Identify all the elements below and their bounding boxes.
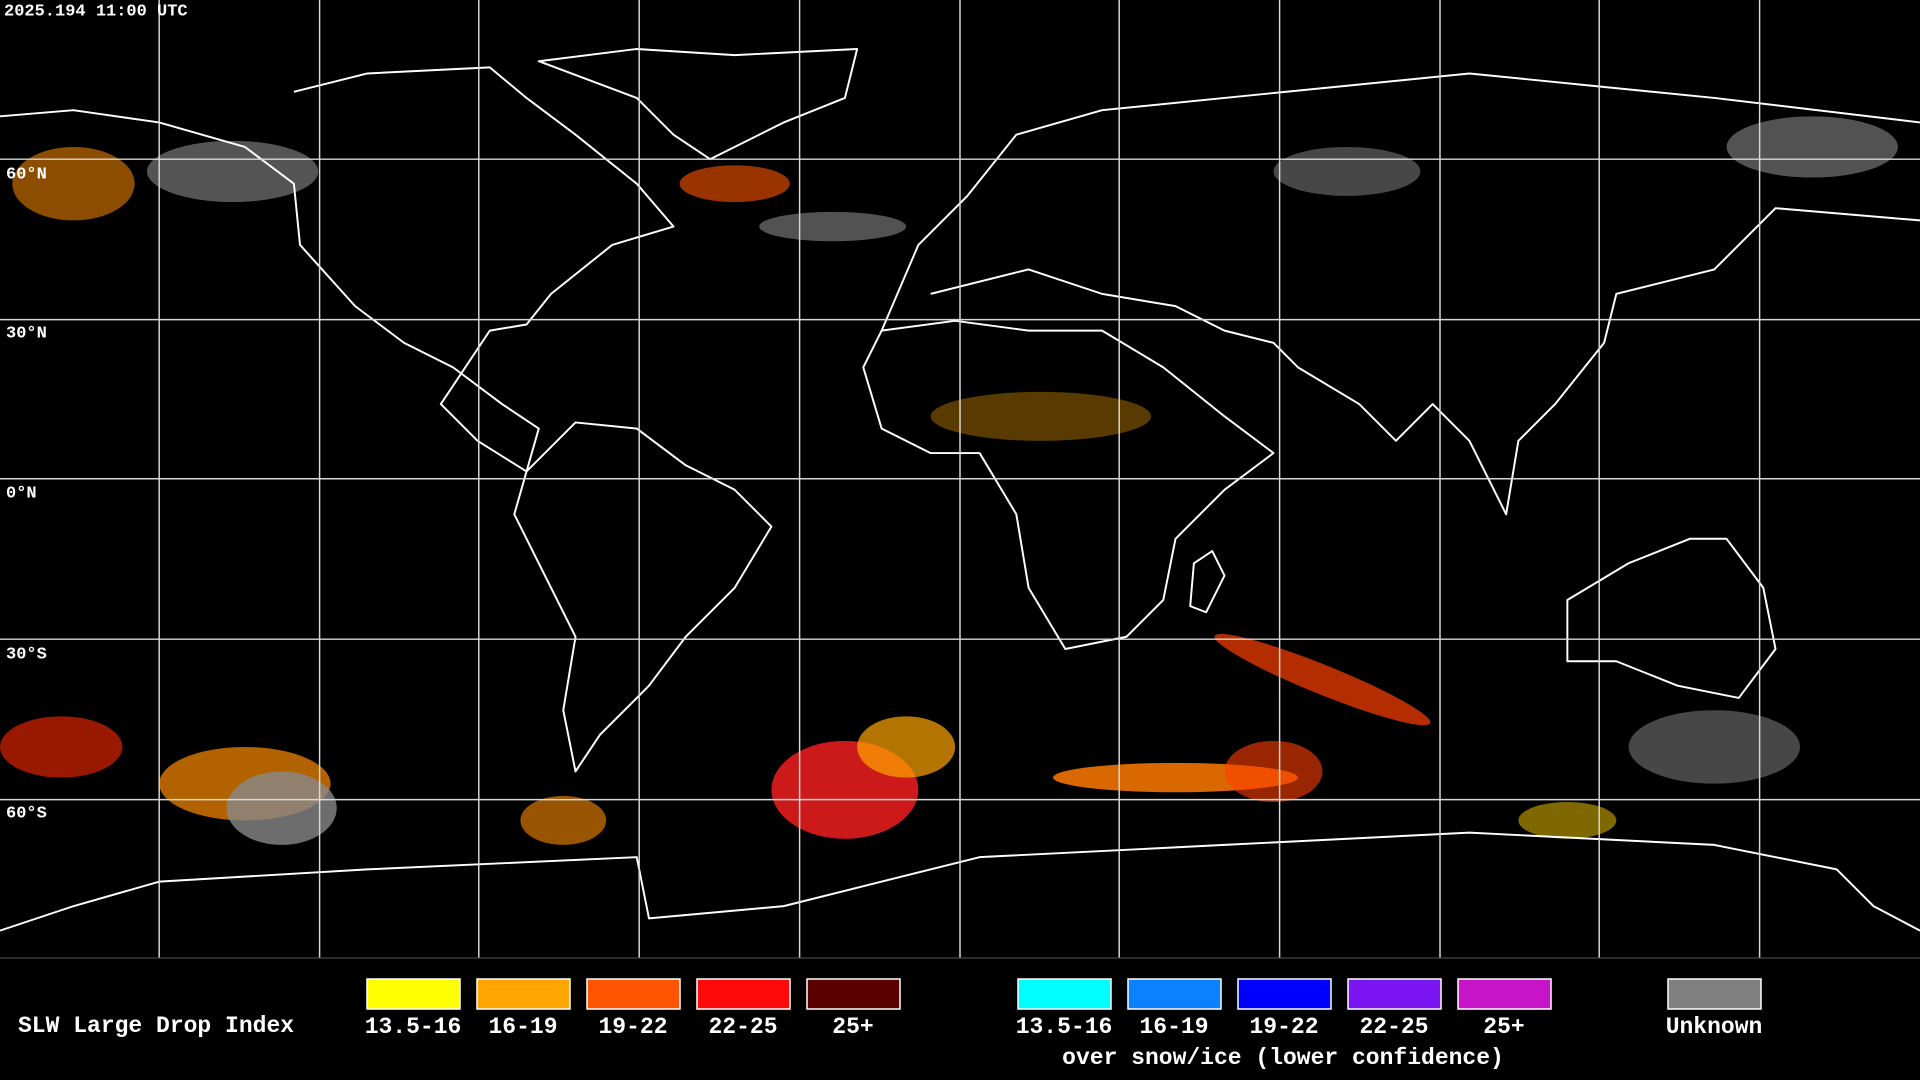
legend-label: 19-22: [598, 1014, 667, 1040]
legend-swatch: [806, 978, 901, 1010]
coastline: [0, 831, 1920, 932]
latitude-label: 30°N: [6, 324, 47, 343]
unknown-area: [1726, 116, 1898, 178]
slw-area: [0, 716, 123, 778]
legend-title: SLW Large Drop Index: [18, 1013, 294, 1039]
coastline: [513, 421, 773, 773]
legend-label: 16-19: [1139, 1014, 1208, 1040]
latitude-label: 60°N: [6, 165, 47, 184]
legend-swatch: [586, 978, 681, 1010]
legend-label: 22-25: [1359, 1014, 1428, 1040]
legend-swatch: [1667, 978, 1762, 1010]
legend-caption: over snow/ice (lower confidence): [1062, 1045, 1504, 1071]
legend-swatch: [1457, 978, 1552, 1010]
latitude-label: 30°S: [6, 645, 47, 664]
slw-area: [1214, 633, 1431, 726]
legend-label: 25+: [1483, 1014, 1524, 1040]
legend-label: 25+: [832, 1014, 873, 1040]
graticule: [0, 0, 1920, 958]
latitude-label: 60°S: [6, 804, 47, 823]
latitude-label: 0°N: [6, 484, 37, 503]
legend-swatch: [696, 978, 791, 1010]
legend-label: 19-22: [1249, 1014, 1318, 1040]
legend-swatch: [476, 978, 571, 1010]
legend-label: 16-19: [488, 1014, 557, 1040]
legend-swatch: [1017, 978, 1112, 1010]
slw-area: [679, 165, 790, 203]
legend-label: 13.5-16: [365, 1014, 462, 1040]
coastline: [1189, 550, 1226, 614]
slw-area: [1518, 802, 1617, 839]
legend-label: 22-25: [708, 1014, 777, 1040]
coastline: [0, 66, 675, 473]
timestamp: 2025.194 11:00 UTC: [4, 2, 188, 21]
legend-label: Unknown: [1666, 1014, 1763, 1040]
legend-swatch: [1237, 978, 1332, 1010]
slw-area: [12, 146, 135, 221]
unknown-area: [226, 771, 337, 845]
slw-area: [520, 795, 607, 845]
coastline: [1566, 537, 1777, 699]
coastline: [537, 48, 859, 161]
legend-label: 13.5-16: [1016, 1014, 1113, 1040]
unknown-area: [146, 140, 319, 203]
legend-swatch: [1127, 978, 1222, 1010]
coastline: [880, 72, 1920, 516]
slw-area: [857, 716, 956, 778]
map: [0, 0, 1920, 958]
coastline: [862, 319, 1275, 650]
legend-swatch: [366, 978, 461, 1010]
cloud-areas: [0, 116, 1898, 845]
legend-swatch: [1347, 978, 1442, 1010]
slw-area: [1224, 740, 1323, 803]
unknown-area: [759, 211, 907, 242]
coastlines: [0, 48, 1920, 932]
slw-area: [930, 391, 1152, 441]
unknown-area: [1628, 710, 1801, 784]
unknown-area: [1273, 146, 1421, 196]
